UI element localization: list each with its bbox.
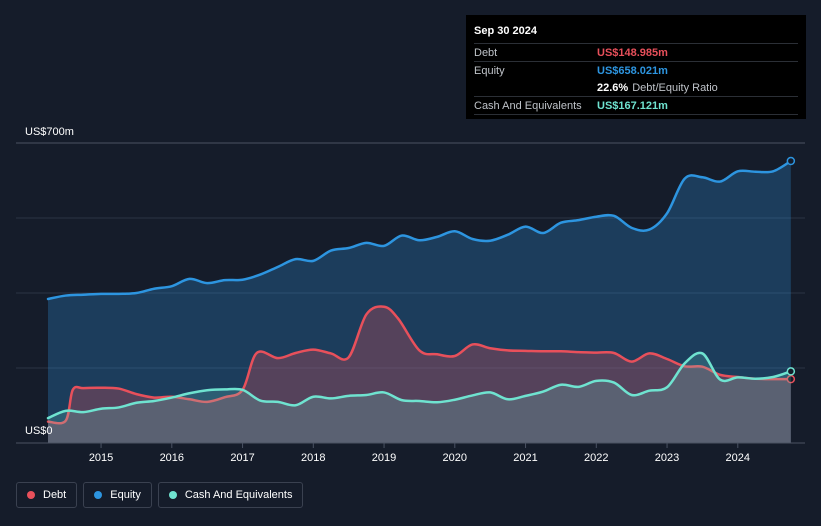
y-tick-label-zero: US$0 <box>25 425 53 437</box>
cash-and-equivalents-end-point <box>786 367 796 376</box>
tooltip-row-cash: Cash And Equivalents US$167.121m <box>474 96 798 115</box>
series-layer <box>46 156 796 443</box>
tooltip-equity-value: US$658.021m <box>597 64 668 77</box>
legend-item-cash[interactable]: Cash And Equivalents <box>157 482 304 508</box>
tooltip-date: Sep 30 2024 <box>474 25 537 37</box>
tooltip-debt-value: US$148.985m <box>597 46 668 59</box>
legend-dot-equity-icon <box>94 491 103 499</box>
tooltip-row-ratio: 22.6% Debt/Equity Ratio <box>474 79 798 96</box>
tooltip-cash-value: US$167.121m <box>597 99 668 112</box>
x-tick-label: 2016 <box>160 452 184 464</box>
legend-item-equity[interactable]: Equity <box>83 482 152 508</box>
x-tick-label: 2023 <box>655 452 679 464</box>
tooltip-cash-label: Cash And Equivalents <box>474 99 582 112</box>
tooltip-equity-label: Equity <box>474 64 505 77</box>
tooltip-ratio-label: Debt/Equity Ratio <box>632 81 718 94</box>
equity-area <box>48 161 791 443</box>
legend-label-equity: Equity <box>110 489 141 501</box>
debt-line <box>46 305 793 425</box>
x-tick-label: 2015 <box>89 452 113 464</box>
debt-area <box>48 306 791 443</box>
y-tick-label-top: US$700m <box>25 126 74 138</box>
legend: Debt Equity Cash And Equivalents <box>16 482 304 508</box>
legend-dot-cash-icon <box>168 491 177 499</box>
x-axis: 2015 2016 2017 2018 2019 2020 2021 2022 2023 2024 <box>16 442 805 464</box>
tooltip-row-debt: Debt US$148.985m <box>474 43 798 61</box>
equity-end-point <box>786 156 796 166</box>
tooltip-panel: Sep 30 2024 Debt US$148.985m Equity US$6… <box>466 15 806 119</box>
x-tick-label: 2020 <box>443 452 467 464</box>
x-tick-label: 2022 <box>584 452 608 464</box>
tooltip-ratio-value: 22.6% <box>597 81 629 94</box>
tooltip-debt-label: Debt <box>474 46 498 59</box>
x-tick-label: 2024 <box>726 452 750 464</box>
cash-and-equivalents-line <box>46 351 793 420</box>
legend-dot-debt-icon <box>27 491 35 499</box>
cash-and-equivalents-area <box>48 352 791 443</box>
x-tick-label: 2019 <box>372 452 396 464</box>
legend-item-debt[interactable]: Debt <box>16 482 78 508</box>
tooltip-row-equity: Equity US$658.021m <box>474 61 798 79</box>
equity-line <box>46 159 793 301</box>
legend-label-debt: Debt <box>43 489 67 501</box>
x-tick-label: 2021 <box>513 452 537 464</box>
x-tick-label: 2017 <box>230 452 254 464</box>
legend-label-cash: Cash And Equivalents <box>184 489 293 501</box>
x-tick-label: 2018 <box>301 452 325 464</box>
